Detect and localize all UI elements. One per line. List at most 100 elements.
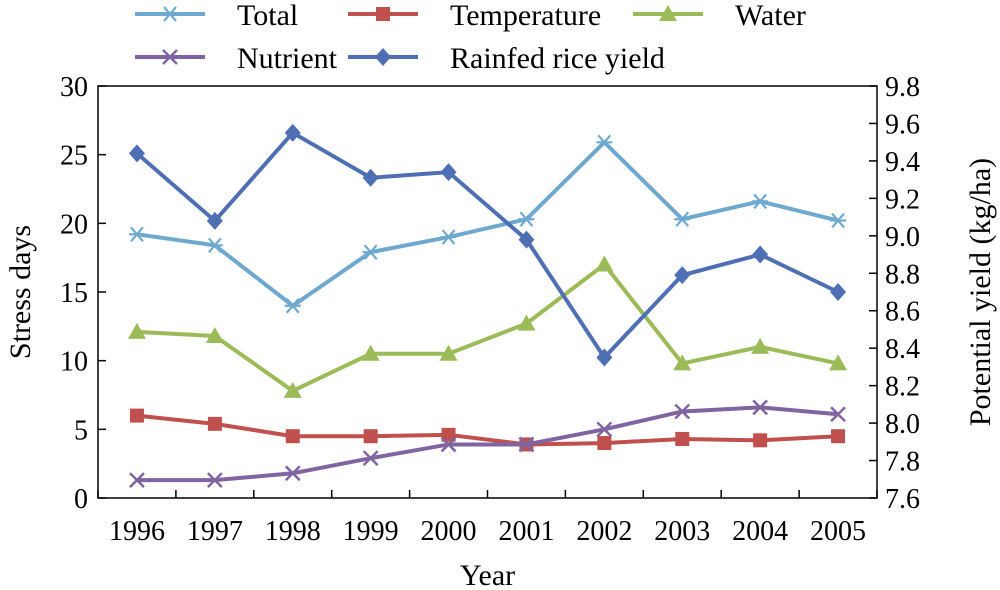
legend-marker [375,48,391,66]
x-tick-label: 1997 [187,516,243,547]
x-tick-label: 1999 [343,516,399,547]
right-tick-label: 8.2 [885,372,920,403]
right-tick-label: 9.2 [885,184,920,215]
data-point [830,212,847,229]
legend-item: Total [135,0,298,32]
right-tick-label: 7.6 [885,484,920,515]
data-point [596,421,613,438]
left-tick-label: 25 [60,141,88,172]
right-tick-label: 9.4 [885,147,920,178]
data-point [440,163,457,182]
data-point [439,344,458,361]
left-tick-label: 30 [60,72,88,103]
right-tick-label: 8.8 [885,259,920,290]
data-point [128,144,145,163]
right-tick-label: 9.0 [885,222,920,253]
data-point [597,436,612,451]
legend-label: Total [237,0,298,32]
x-tick-label: 2001 [498,516,554,547]
series-nutrient [129,399,846,489]
data-point [129,408,144,423]
right-tick-label: 8.4 [885,334,920,365]
data-point [205,326,224,343]
legend-item: Nutrient [135,42,338,75]
series-line [135,130,839,361]
data-point [830,283,847,301]
data-point [752,399,769,416]
data-point [517,314,536,331]
x-axis-ticks: 1996 1997 1998 1999 2000 2001 2002 2003 2004 2005 [97,490,878,547]
left-tick-label: 15 [60,278,88,309]
series-line [136,413,839,447]
left-tick-label: 0 [74,484,88,515]
series-lines [127,123,848,489]
legend-item: Rainfed rice yield [348,42,665,75]
x-tick-label: 2005 [810,516,866,547]
data-point [752,245,769,264]
data-point [829,354,848,371]
data-point [518,211,535,227]
data-point [751,337,770,354]
data-point [674,211,691,227]
right-tick-label: 9.8 [885,72,920,103]
left-tick-label: 20 [60,209,88,240]
legend-marker [162,6,178,22]
x-tick-label: 1998 [265,516,321,547]
data-point [206,211,223,230]
legend-label: Rainfed rice yield [450,42,665,75]
data-point [753,433,768,448]
data-point [441,427,456,442]
x-tick-label: 2000 [421,516,477,547]
legend-marker [162,49,178,65]
data-point [595,255,614,272]
right-y-axis-title: Potential yield (kg/ha) [964,158,997,426]
left-y-axis-title: Stress days [4,225,37,359]
data-point [440,436,457,453]
right-axis-ticks: 7.6 7.8 8.0 8.2 8.4 8.6 8.8 9.0 9.2 9.4 9.6 9.8 [869,72,920,515]
x-tick-label: 2004 [732,516,788,547]
data-point [284,123,301,142]
left-axis-ticks: 0 5 10 15 20 25 30 [60,72,106,515]
data-point [129,472,145,489]
series-line [136,261,839,394]
data-point [440,229,457,245]
legend-marker [376,7,390,21]
legend: Total Temperature Water Nutrient Rainfed ric… [135,0,806,75]
data-point [283,381,302,398]
legend-label: Nutrient [237,42,338,75]
data-point [596,134,613,151]
data-point [284,298,301,314]
data-point [206,237,223,254]
x-tick-label: 2003 [654,516,710,547]
legend-label: Water [735,0,806,32]
series-water [127,255,848,398]
data-point [127,322,146,339]
data-point [518,436,535,453]
series-rainfed-rice-yield [128,123,847,367]
data-point [831,429,846,444]
x-tick-label: 1996 [109,516,165,547]
data-point [752,193,769,210]
data-point [518,230,535,249]
data-point [128,226,145,243]
left-tick-label: 5 [74,415,88,446]
data-point [207,416,222,431]
series-total [128,134,847,314]
data-point [673,354,692,371]
data-point [830,406,846,423]
data-point [674,403,691,420]
left-tick-label: 10 [60,347,88,378]
data-point [361,344,380,361]
data-point [674,266,691,285]
data-point [362,244,379,260]
data-point [362,450,379,467]
series-line [136,405,839,483]
data-point [206,472,223,489]
data-point [596,348,613,367]
right-tick-label: 7.8 [885,447,920,478]
data-point [362,168,379,187]
x-axis-title: Year [460,559,515,590]
right-tick-label: 9.6 [885,109,920,140]
data-point [284,465,301,482]
